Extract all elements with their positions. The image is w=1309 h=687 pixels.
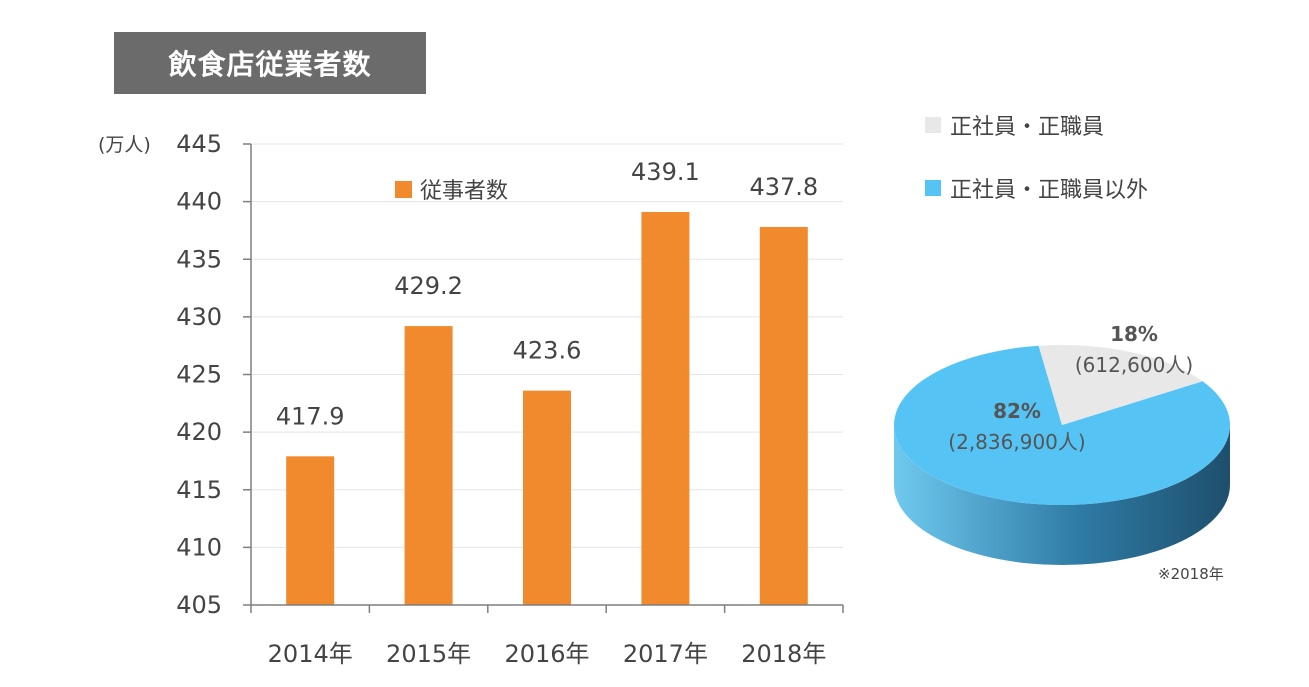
pie-chart: 18% (612,600人) 82% (2,836,900人) 正社員・正職員正社員・正… xyxy=(894,115,1230,583)
data-label: 437.8 xyxy=(749,173,818,201)
bar-2016年 xyxy=(523,390,571,605)
bar-2014年 xyxy=(286,456,335,605)
legend-label: 正社員・正職員以外 xyxy=(950,178,1148,203)
data-label: 439.1 xyxy=(631,158,700,186)
pie-count-label: (2,836,900人) xyxy=(948,430,1085,454)
pie-count-label: (612,600人) xyxy=(1075,353,1193,377)
y-tick-label: 435 xyxy=(176,245,222,273)
y-tick-label: 420 xyxy=(176,418,222,446)
legend-swatch xyxy=(395,181,412,198)
pie-percent-label: 82% xyxy=(993,399,1041,423)
x-tick-label: 2015年 xyxy=(386,640,471,668)
y-tick-label: 430 xyxy=(176,303,222,331)
y-tick-label: 425 xyxy=(176,361,222,389)
y-tick-label: 445 xyxy=(176,130,222,158)
legend-label: 正社員・正職員 xyxy=(950,115,1104,140)
bar-2018年 xyxy=(759,226,808,606)
chart-title: 飲食店従業者数 xyxy=(114,32,426,94)
labels: 445 440 435 430 425 420 415 410 405 (万人) 417.9 2014… xyxy=(98,130,826,668)
y-tick-label: 410 xyxy=(176,533,222,561)
pie-slice-regular xyxy=(1038,345,1203,425)
x-tick-label: 2017年 xyxy=(623,640,708,668)
y-unit-label: (万人) xyxy=(98,134,151,156)
legend-swatch-regular xyxy=(925,117,941,133)
bar-2015年 xyxy=(404,326,453,605)
x-tick-label: 2014年 xyxy=(268,640,353,668)
y-tick-label: 440 xyxy=(176,188,222,216)
bar-series xyxy=(286,211,808,606)
pie-percent-label: 18% xyxy=(1110,322,1158,346)
data-label: 423.6 xyxy=(513,337,582,365)
axes xyxy=(243,143,844,613)
pie-note: ※2018年 xyxy=(1158,565,1224,583)
pie-side-wall xyxy=(894,425,1230,565)
x-tick-label: 2018年 xyxy=(741,640,826,668)
legend-label: 従事者数 xyxy=(420,179,508,204)
bar-2017年 xyxy=(641,211,690,605)
data-label: 417.9 xyxy=(276,402,345,430)
y-tick-label: 405 xyxy=(176,591,222,619)
data-label: 429.2 xyxy=(394,272,463,300)
pie-slice-nonregular xyxy=(894,345,1230,506)
x-tick-label: 2016年 xyxy=(504,640,589,668)
legend-swatch-nonregular xyxy=(925,180,941,196)
y-tick-label: 415 xyxy=(176,476,222,504)
